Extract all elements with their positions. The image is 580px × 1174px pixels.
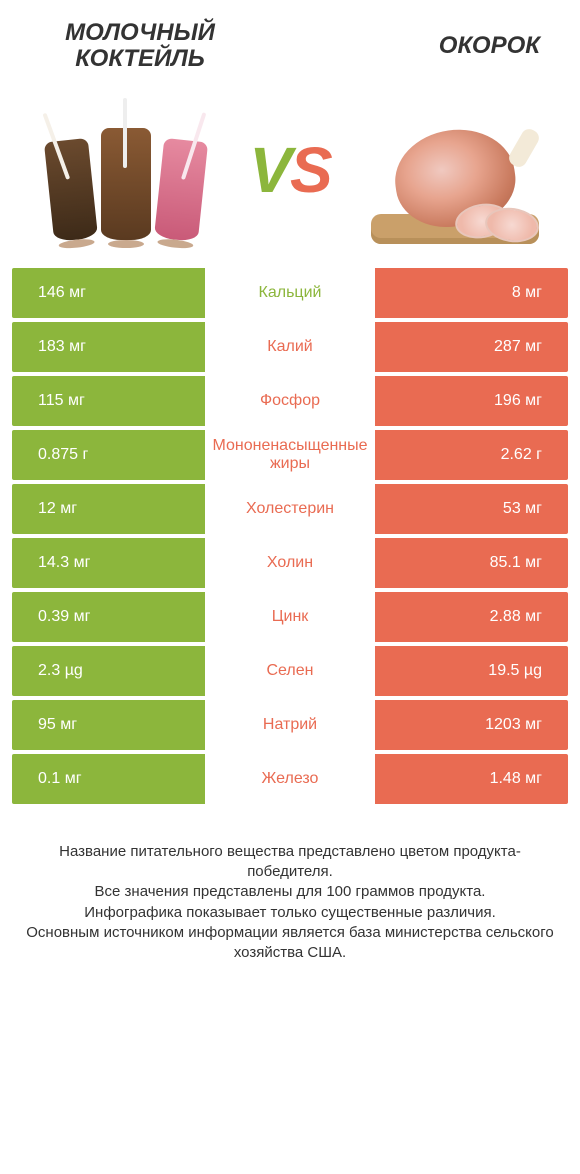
- value-right: 1.48 мг: [375, 754, 568, 804]
- value-left: 0.1 мг: [12, 754, 205, 804]
- value-right: 196 мг: [375, 376, 568, 426]
- table-row: 0.39 мгЦинк2.88 мг: [12, 592, 568, 642]
- product-right-image: [360, 93, 550, 248]
- milkshake-icon: [35, 98, 215, 248]
- nutrient-label: Натрий: [205, 700, 375, 750]
- value-left: 0.875 г: [12, 430, 205, 480]
- vs-s: S: [290, 134, 331, 206]
- table-row: 2.3 µgСелен19.5 µg: [12, 646, 568, 696]
- table-row: 0.875 гМононенасыщенные жиры2.62 г: [12, 430, 568, 480]
- table-row: 14.3 мгХолин85.1 мг: [12, 538, 568, 588]
- value-right: 2.62 г: [375, 430, 568, 480]
- table-row: 146 мгКальций8 мг: [12, 268, 568, 318]
- hero-row: VS: [0, 83, 580, 268]
- value-right: 8 мг: [375, 268, 568, 318]
- nutrient-label: Цинк: [205, 592, 375, 642]
- value-right: 2.88 мг: [375, 592, 568, 642]
- footer-notes: Название питательного вещества представл…: [0, 808, 580, 964]
- product-left-image: [30, 93, 220, 248]
- value-right: 19.5 µg: [375, 646, 568, 696]
- vs-v: V: [249, 134, 290, 206]
- value-left: 2.3 µg: [12, 646, 205, 696]
- value-left: 95 мг: [12, 700, 205, 750]
- table-row: 183 мгКалий287 мг: [12, 322, 568, 372]
- comparison-table: 146 мгКальций8 мг183 мгКалий287 мг115 мг…: [0, 268, 580, 804]
- product-left-title: Молочный коктейль: [40, 20, 240, 73]
- nutrient-label: Калий: [205, 322, 375, 372]
- nutrient-label: Холин: [205, 538, 375, 588]
- value-left: 183 мг: [12, 322, 205, 372]
- footer-line: Все значения представлены для 100 граммо…: [24, 882, 556, 902]
- nutrient-label: Селен: [205, 646, 375, 696]
- value-left: 12 мг: [12, 484, 205, 534]
- table-row: 0.1 мгЖелезо1.48 мг: [12, 754, 568, 804]
- value-left: 146 мг: [12, 268, 205, 318]
- value-left: 0.39 мг: [12, 592, 205, 642]
- value-left: 115 мг: [12, 376, 205, 426]
- table-row: 115 мгФосфор196 мг: [12, 376, 568, 426]
- value-right: 1203 мг: [375, 700, 568, 750]
- header: Молочный коктейль Окорок: [0, 0, 580, 83]
- value-left: 14.3 мг: [12, 538, 205, 588]
- value-right: 85.1 мг: [375, 538, 568, 588]
- nutrient-label: Железо: [205, 754, 375, 804]
- nutrient-label: Фосфор: [205, 376, 375, 426]
- footer-line: Инфографика показывает только существенн…: [24, 903, 556, 923]
- table-row: 12 мгХолестерин53 мг: [12, 484, 568, 534]
- value-right: 287 мг: [375, 322, 568, 372]
- footer-line: Название питательного вещества представл…: [24, 842, 556, 883]
- footer-line: Основным источником информации является …: [24, 923, 556, 964]
- value-right: 53 мг: [375, 484, 568, 534]
- product-right-title: Окорок: [340, 33, 540, 59]
- nutrient-label: Холестерин: [205, 484, 375, 534]
- table-row: 95 мгНатрий1203 мг: [12, 700, 568, 750]
- vs-label: VS: [249, 133, 330, 207]
- nutrient-label: Кальций: [205, 268, 375, 318]
- ham-icon: [365, 108, 545, 248]
- nutrient-label: Мононенасыщенные жиры: [205, 430, 375, 480]
